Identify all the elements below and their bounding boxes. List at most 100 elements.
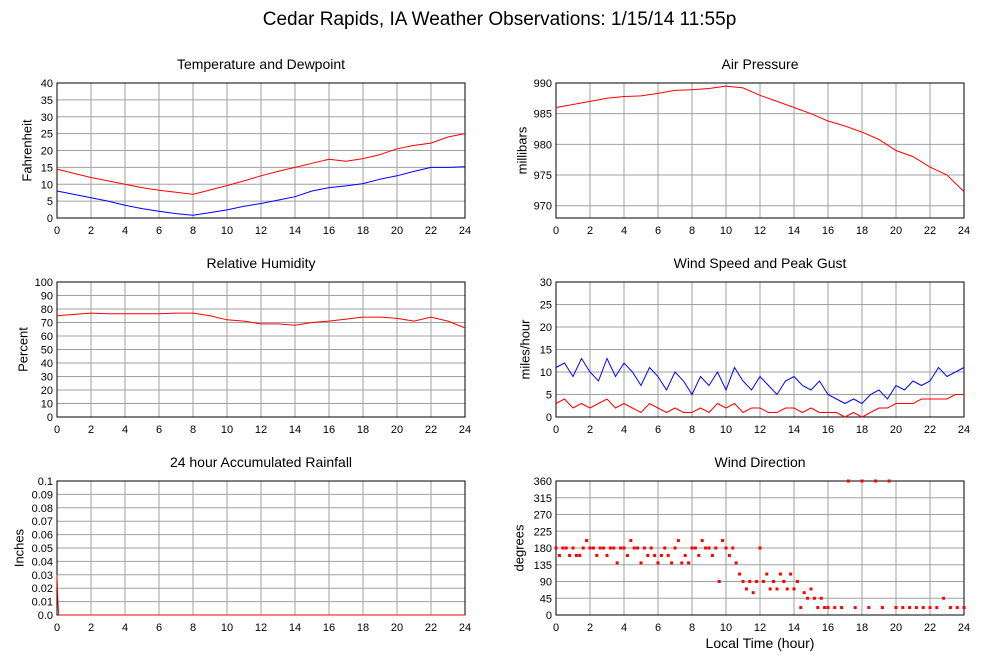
y-tick-label: 180 — [534, 543, 552, 555]
x-tick-label: 14 — [289, 225, 301, 237]
data-point — [588, 546, 592, 550]
data-point — [585, 539, 589, 543]
data-point — [619, 546, 623, 550]
x-tick-label: 18 — [856, 622, 868, 634]
x-tick-label: 22 — [924, 424, 936, 436]
data-point — [846, 479, 850, 483]
data-point — [561, 546, 565, 550]
data-point — [639, 561, 643, 565]
data-point — [758, 546, 762, 550]
x-tick-label: 4 — [621, 424, 627, 436]
y-tick-label: 5 — [546, 390, 552, 402]
y-axis-label: degrees — [511, 524, 526, 571]
x-tick-label: 14 — [788, 225, 800, 237]
chart-title: Air Pressure — [721, 56, 798, 72]
y-tick-label: 100 — [35, 277, 53, 289]
x-tick-label: 16 — [323, 225, 335, 237]
data-point — [955, 606, 959, 610]
data-point — [622, 546, 626, 550]
x-tick-label: 24 — [958, 424, 970, 436]
y-tick-label: 50 — [41, 345, 53, 357]
series-line-red — [56, 574, 465, 616]
data-point — [860, 479, 864, 483]
y-tick-label: 40 — [41, 78, 53, 90]
data-point — [625, 553, 629, 557]
data-point — [693, 546, 697, 550]
data-point — [785, 587, 789, 591]
x-tick-label: 16 — [323, 622, 335, 634]
y-tick-label: 90 — [41, 291, 53, 303]
chart-direction: Wind Directiondegrees0459013518022527031… — [511, 454, 970, 634]
chart-temp: Temperature and Dewpoint Fahrenheit 0 5 10 15… — [19, 56, 471, 237]
series-line-red — [555, 85, 965, 192]
y-tick-label: 0.0 — [38, 610, 53, 622]
y-axis-label: Inches — [11, 528, 26, 567]
data-point — [632, 546, 636, 550]
x-tick-label: 24 — [958, 225, 970, 237]
x-tick-label: 20 — [391, 622, 403, 634]
x-tick-label: 4 — [621, 225, 627, 237]
x-tick-label: 4 — [621, 622, 627, 634]
x-tick-label: 14 — [788, 424, 800, 436]
chart-title: 24 hour Accumulated Rainfall — [170, 454, 352, 470]
x-tick-label: 24 — [958, 622, 970, 634]
plot-frame — [555, 281, 965, 418]
chart-rain: 24 hour Accumulated RainfallInches0.00.0… — [11, 454, 471, 634]
x-tick-label: 12 — [754, 622, 766, 634]
data-point — [765, 572, 769, 576]
x-tick-label: 20 — [391, 225, 403, 237]
y-tick-label: 10 — [41, 399, 53, 411]
y-tick-label: 20 — [540, 322, 552, 334]
data-point — [935, 606, 939, 610]
data-point — [806, 596, 810, 600]
data-point — [942, 596, 946, 600]
data-point — [663, 546, 667, 550]
y-tick-label: 35 — [41, 95, 53, 107]
x-tick-label: 4 — [122, 622, 128, 634]
page-title: Cedar Rapids, IA Weather Observations: 1… — [262, 9, 737, 30]
y-tick-label: 360 — [534, 476, 552, 488]
x-axis-label: Local Time (hour) — [706, 635, 815, 651]
x-tick-label: 8 — [689, 424, 695, 436]
x-tick-label: 18 — [856, 424, 868, 436]
y-tick-label: 0.05 — [32, 543, 53, 555]
x-tick-label: 24 — [459, 622, 471, 634]
data-point — [853, 606, 857, 610]
data-point — [615, 561, 619, 565]
y-tick-label: 25 — [41, 129, 53, 141]
y-tick-label: 0.03 — [32, 570, 53, 582]
x-tick-label: 20 — [391, 424, 403, 436]
x-tick-label: 10 — [221, 424, 233, 436]
data-point — [554, 546, 558, 550]
y-tick-label: 0.1 — [38, 476, 53, 488]
chart-title: Wind Speed and Peak Gust — [674, 255, 847, 271]
data-point — [676, 539, 680, 543]
data-point — [591, 546, 595, 550]
x-tick-label: 8 — [689, 225, 695, 237]
y-tick-label: 80 — [41, 304, 53, 316]
data-point — [867, 606, 871, 610]
data-point — [666, 553, 670, 557]
data-point — [795, 580, 799, 583]
y-tick-label: 0 — [47, 412, 53, 424]
data-point — [778, 572, 782, 576]
data-point — [948, 606, 952, 610]
x-tick-label: 20 — [890, 424, 902, 436]
x-tick-label: 4 — [122, 424, 128, 436]
x-tick-label: 10 — [720, 424, 732, 436]
x-tick-label: 18 — [357, 424, 369, 436]
data-point — [731, 546, 735, 550]
y-tick-label: 0.01 — [32, 597, 53, 609]
x-tick-label: 22 — [425, 622, 437, 634]
y-tick-label: 225 — [534, 526, 552, 538]
data-point — [755, 580, 759, 583]
data-point — [823, 606, 827, 610]
data-point — [792, 587, 796, 591]
y-tick-label: 0 — [546, 610, 552, 622]
x-tick-label: 22 — [425, 225, 437, 237]
data-point — [734, 561, 738, 565]
y-tick-label: 0.06 — [32, 530, 53, 542]
y-tick-label: 990 — [534, 78, 552, 90]
data-point — [690, 546, 694, 550]
